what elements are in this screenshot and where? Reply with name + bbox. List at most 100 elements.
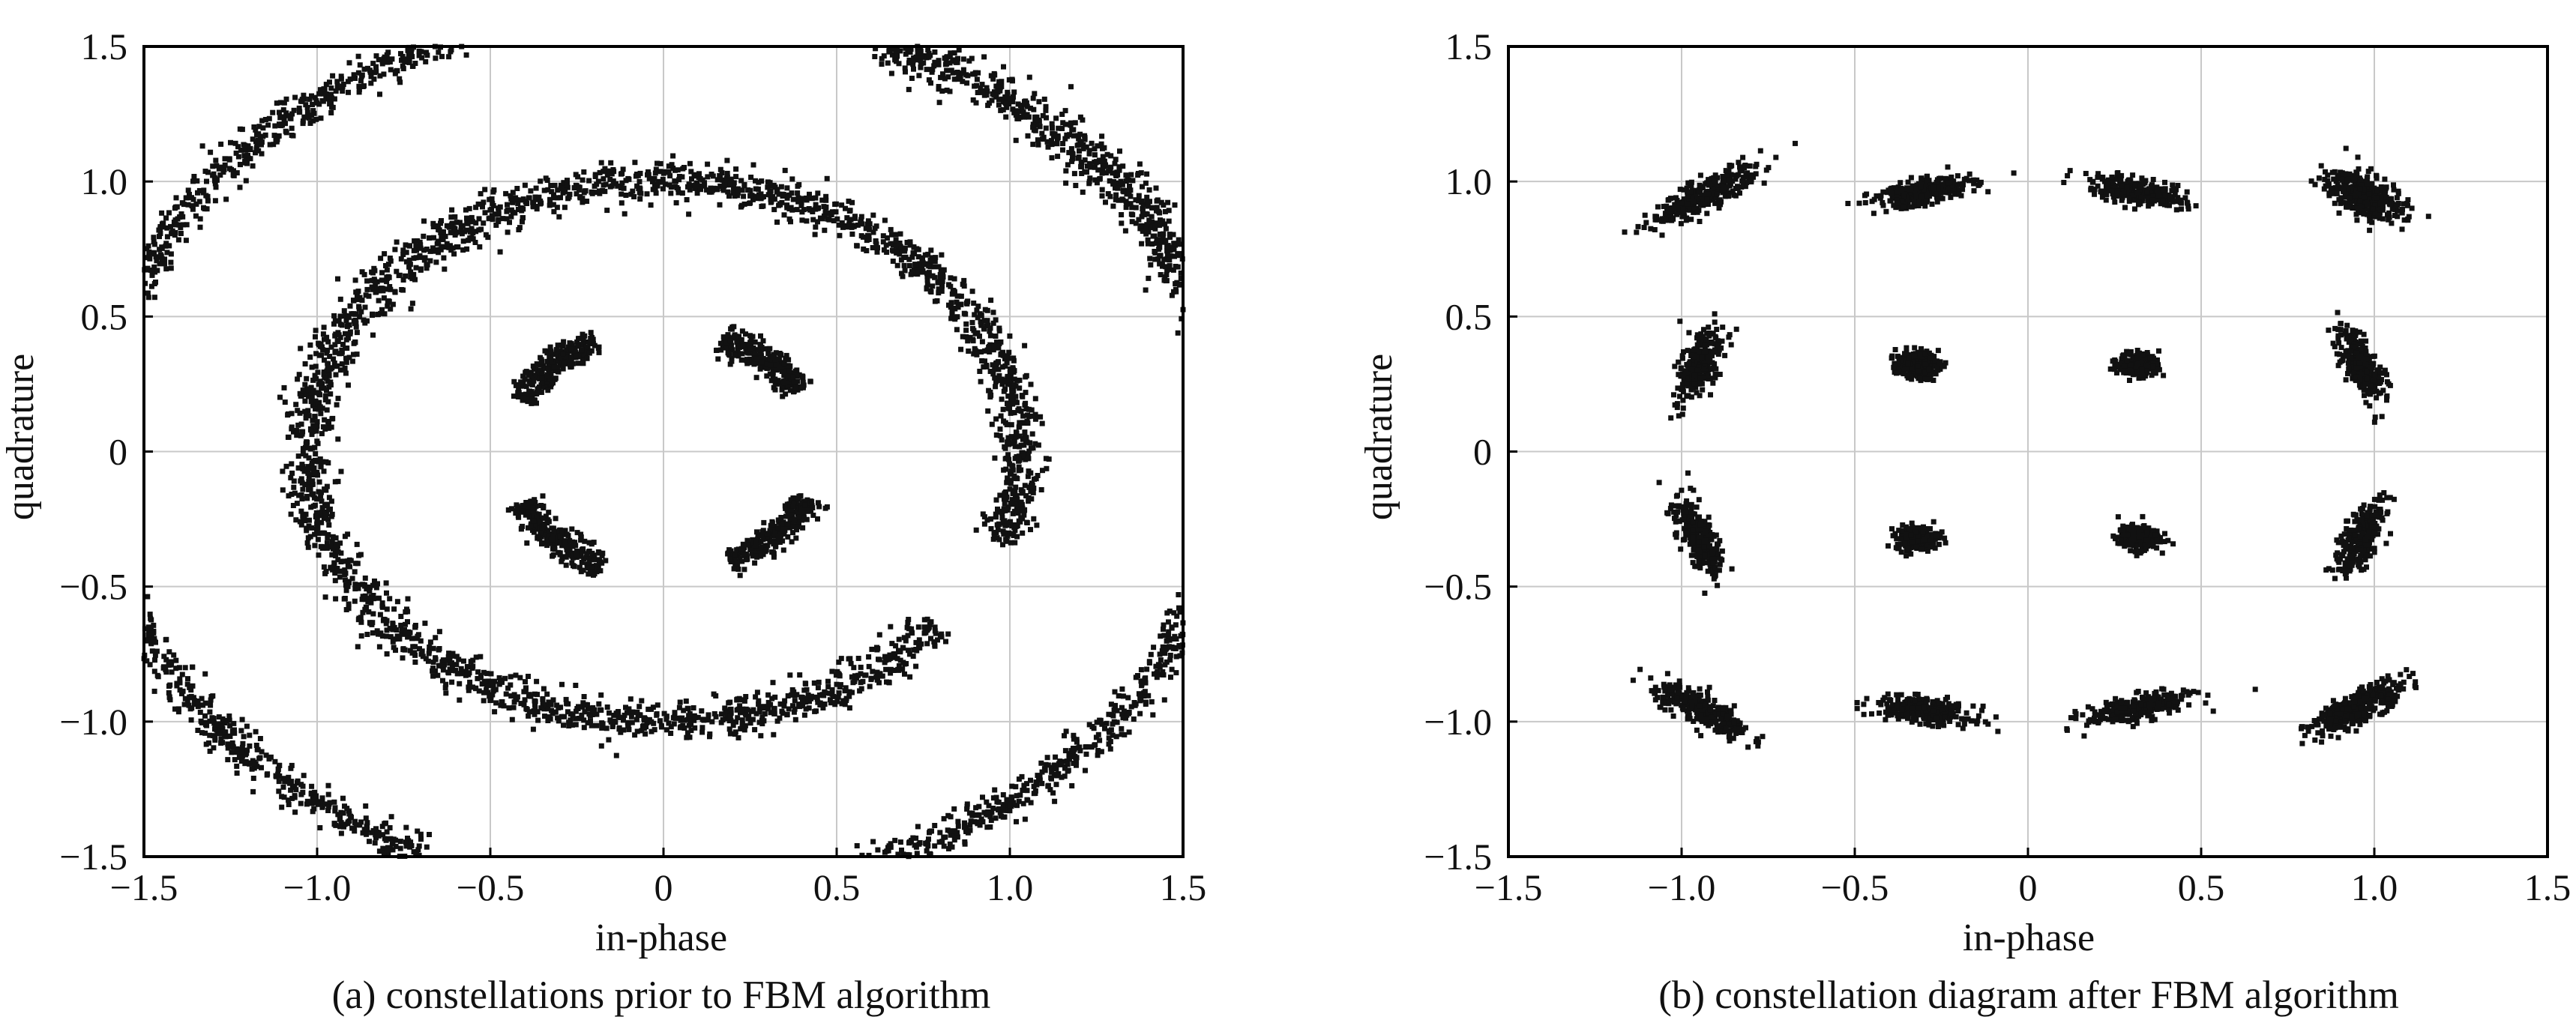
data-point: [815, 190, 821, 196]
data-point: [430, 660, 436, 666]
data-point: [554, 358, 560, 364]
data-point: [151, 688, 157, 694]
data-point: [835, 694, 841, 700]
data-point: [364, 827, 370, 833]
data-point: [144, 246, 150, 252]
data-point: [1022, 101, 1028, 107]
data-point: [1032, 114, 1038, 120]
data-point: [990, 806, 996, 811]
data-point: [376, 57, 382, 63]
data-point: [1018, 487, 1024, 493]
data-point: [753, 694, 759, 700]
data-point: [799, 695, 805, 700]
data-point: [384, 52, 390, 58]
data-point: [351, 72, 357, 78]
data-point: [541, 187, 547, 193]
data-point: [548, 371, 554, 377]
data-point: [771, 710, 777, 716]
data-point: [1154, 205, 1160, 211]
data-point: [879, 61, 885, 67]
data-point: [1017, 792, 1023, 798]
data-point: [1016, 468, 1022, 474]
data-point: [177, 214, 183, 220]
data-point: [295, 778, 301, 784]
data-point: [936, 61, 942, 67]
data-point: [322, 594, 328, 600]
data-point: [225, 745, 231, 751]
data-point: [759, 359, 765, 365]
data-point: [346, 811, 352, 817]
data-point: [628, 696, 634, 702]
data-point: [325, 791, 331, 797]
data-point: [906, 263, 912, 268]
data-point: [326, 495, 332, 501]
data-point: [372, 578, 377, 584]
data-point: [1146, 187, 1152, 193]
data-point: [1105, 191, 1111, 196]
data-point: [724, 170, 730, 176]
data-point: [302, 381, 308, 387]
data-point: [211, 171, 217, 177]
data-point: [559, 713, 565, 719]
data-point: [534, 678, 540, 684]
data-point: [247, 760, 253, 766]
data-point: [1035, 137, 1041, 143]
data-point: [461, 658, 466, 664]
data-point: [1052, 798, 1058, 804]
data-point: [822, 227, 828, 233]
data-point: [1144, 666, 1150, 672]
data-point: [1024, 103, 1030, 109]
data-point: [388, 306, 394, 312]
data-point: [304, 798, 310, 804]
data-point: [508, 196, 514, 202]
data-point: [1143, 231, 1149, 237]
data-point: [724, 157, 730, 163]
data-point: [1128, 201, 1134, 207]
data-point: [676, 704, 682, 710]
data-point: [196, 187, 202, 193]
data-point: [1063, 728, 1069, 734]
data-point: [470, 236, 476, 242]
data-point: [178, 225, 184, 231]
data-point: [366, 293, 372, 299]
data-point: [1150, 712, 1156, 718]
data-point: [312, 470, 318, 476]
data-point: [185, 187, 191, 193]
data-point: [377, 612, 383, 618]
data-point: [601, 176, 607, 182]
data-point: [488, 697, 494, 703]
data-point: [870, 839, 876, 845]
data-point: [357, 822, 363, 828]
data-point: [876, 680, 882, 686]
data-point: [1030, 121, 1036, 127]
data-point: [299, 496, 305, 502]
data-point: [274, 100, 280, 106]
data-point: [1060, 758, 1066, 764]
data-point: [866, 654, 872, 660]
data-point: [1031, 106, 1037, 112]
data-point: [963, 827, 969, 833]
data-point: [364, 632, 370, 637]
data-point: [445, 654, 451, 660]
data-point: [975, 330, 981, 336]
data-point: [292, 94, 298, 100]
data-point: [288, 787, 294, 793]
data-point: [478, 191, 484, 196]
data-point: [379, 604, 385, 610]
data-point: [683, 698, 689, 704]
data-point: [435, 672, 441, 678]
data-point: [1083, 144, 1089, 150]
data-point: [496, 217, 502, 223]
data-point: [1147, 199, 1152, 205]
data-point: [1030, 95, 1036, 101]
data-point: [355, 70, 361, 76]
data-point: [372, 840, 378, 846]
data-point: [151, 281, 157, 286]
data-point: [846, 221, 852, 227]
data-point: [508, 693, 514, 699]
data-point: [963, 311, 969, 317]
data-point: [906, 86, 912, 92]
data-point: [725, 333, 731, 338]
data-point: [579, 712, 585, 718]
data-point: [354, 292, 360, 298]
